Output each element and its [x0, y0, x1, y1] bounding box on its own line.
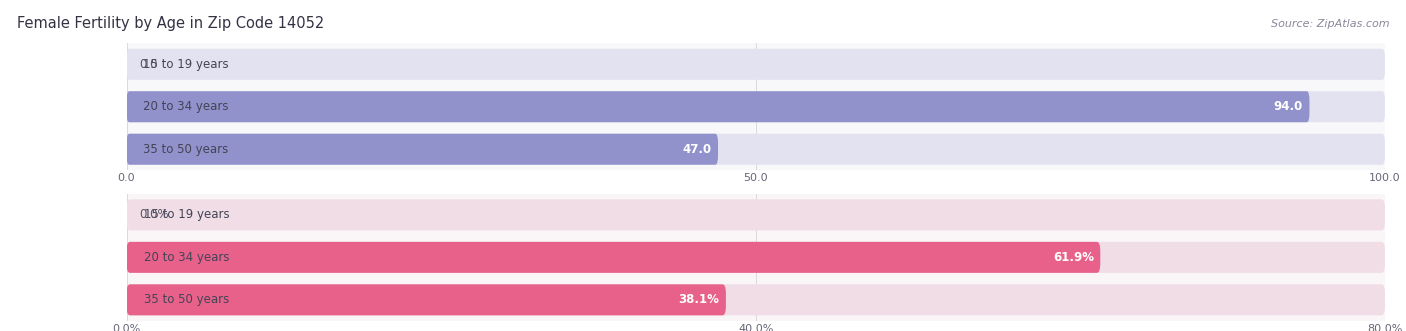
FancyBboxPatch shape [127, 242, 1385, 273]
FancyBboxPatch shape [127, 91, 1309, 122]
FancyBboxPatch shape [127, 199, 1385, 230]
Text: 61.9%: 61.9% [1053, 251, 1094, 264]
Text: 38.1%: 38.1% [679, 293, 720, 306]
Text: 20 to 34 years: 20 to 34 years [143, 100, 228, 113]
Text: 35 to 50 years: 35 to 50 years [145, 293, 229, 306]
FancyBboxPatch shape [127, 134, 1385, 165]
Text: 20 to 34 years: 20 to 34 years [145, 251, 231, 264]
Text: 0.0%: 0.0% [139, 209, 169, 221]
Text: 15 to 19 years: 15 to 19 years [143, 58, 229, 71]
FancyBboxPatch shape [127, 134, 718, 165]
Text: 47.0: 47.0 [682, 143, 711, 156]
FancyBboxPatch shape [127, 284, 725, 315]
Text: Female Fertility by Age in Zip Code 14052: Female Fertility by Age in Zip Code 1405… [17, 16, 325, 31]
Text: Source: ZipAtlas.com: Source: ZipAtlas.com [1271, 19, 1389, 29]
FancyBboxPatch shape [127, 284, 1385, 315]
Text: 0.0: 0.0 [139, 58, 157, 71]
Text: 94.0: 94.0 [1274, 100, 1303, 113]
Text: 15 to 19 years: 15 to 19 years [145, 209, 231, 221]
FancyBboxPatch shape [127, 49, 1385, 80]
FancyBboxPatch shape [127, 91, 1385, 122]
Text: 35 to 50 years: 35 to 50 years [143, 143, 228, 156]
FancyBboxPatch shape [127, 242, 1101, 273]
